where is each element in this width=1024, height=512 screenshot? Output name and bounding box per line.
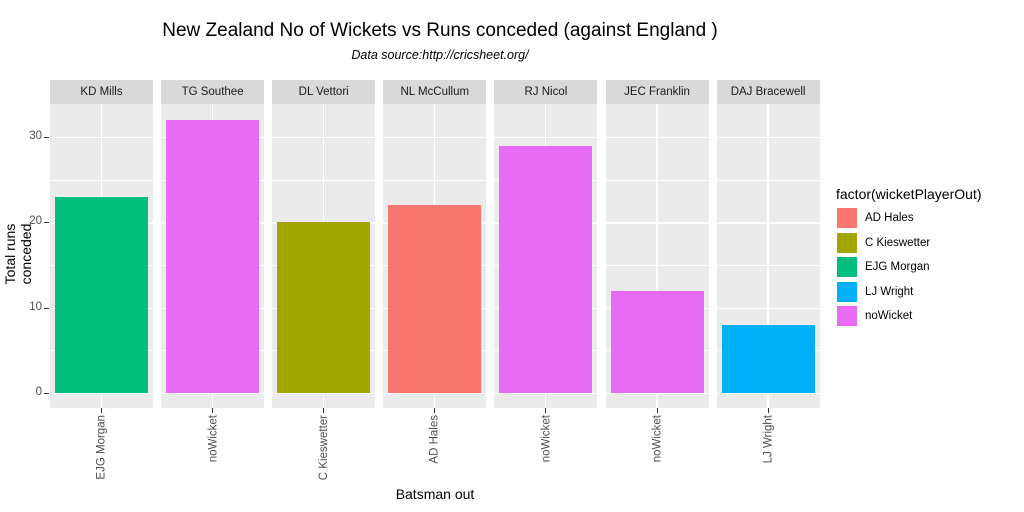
x-tick-label: noWicket (651, 415, 664, 463)
bar (721, 324, 815, 393)
bar (277, 222, 371, 393)
plot-area (383, 104, 487, 408)
facet-panel: DAJ Bracewell (716, 80, 820, 408)
legend-title: factor(wicketPlayerOut) (836, 186, 982, 202)
facet-panel: JEC Franklin (605, 80, 709, 408)
y-tick-label: 20 (29, 215, 42, 228)
y-tick-label: 0 (35, 386, 42, 398)
x-tick-label: noWicket (540, 415, 553, 463)
x-tick-mark (212, 408, 214, 413)
legend-label: EJG Morgan (865, 261, 930, 274)
legend: factor(wicketPlayerOut) AD Hales C Kieswe… (836, 186, 981, 329)
x-tick-mark (434, 408, 436, 413)
legend-item: LJ Wright (836, 280, 981, 305)
legend-swatch (836, 280, 858, 303)
bar (610, 290, 704, 393)
facet-panel: KD Mills (50, 80, 153, 408)
facet-panel: RJ Nicol (494, 80, 598, 408)
legend-item: EJG Morgan (836, 255, 981, 280)
x-tick-label: EJG Morgan (95, 415, 108, 480)
plot-area (716, 104, 820, 408)
bar (55, 196, 148, 393)
bar (499, 145, 593, 393)
facet-strip-label: DAJ Bracewell (716, 80, 820, 104)
legend-item: C Kieswetter (836, 231, 981, 256)
legend-label: noWicket (865, 310, 913, 323)
x-tick-mark (656, 408, 658, 413)
x-tick-label: C Kieswetter (317, 415, 330, 481)
y-tick-label: 10 (29, 300, 42, 313)
facet-strip-label: JEC Franklin (605, 80, 709, 104)
legend-label: AD Hales (865, 212, 914, 225)
x-axis-label: Batsman out (395, 486, 475, 502)
facet-strip-label: DL Vettori (272, 80, 376, 104)
x-tick-label: noWicket (206, 415, 219, 463)
facet-panel: TG Southee (161, 80, 265, 408)
y-tick-mark (44, 222, 49, 224)
legend-swatch (836, 231, 858, 254)
legend-label: LJ Wright (865, 285, 914, 298)
facet-panel: DL Vettori (272, 80, 376, 408)
plot-area (161, 104, 265, 408)
facet-strip-label: KD Mills (50, 80, 153, 104)
facet-panel: NL McCullum (383, 80, 487, 408)
legend-label: C Kieswetter (865, 236, 931, 249)
plot-area (494, 104, 598, 408)
legend-swatch (836, 256, 858, 279)
x-tick-mark (767, 408, 769, 413)
x-tick-label: AD Hales (428, 415, 441, 464)
y-tick-label: 30 (29, 130, 42, 143)
legend-item: AD Hales (836, 206, 981, 231)
legend-item: noWicket (836, 304, 981, 329)
legend-swatch (836, 305, 858, 328)
y-tick-mark (44, 137, 49, 139)
x-tick-mark (323, 408, 325, 413)
y-tick-mark (44, 307, 49, 309)
x-tick-mark (545, 408, 547, 413)
legend-swatch (836, 207, 858, 230)
facet-strip-label: RJ Nicol (494, 80, 598, 104)
y-axis-label: Total runs conceded (2, 223, 34, 285)
plot-area (605, 104, 709, 408)
vertical-gridline (767, 104, 769, 408)
chart-subtitle: Data source:http://cricsheet.org/ (351, 48, 529, 62)
facet-strip-label: TG Southee (161, 80, 265, 104)
facet-strip-label: NL McCullum (383, 80, 487, 104)
bar (166, 120, 260, 393)
plot-area (272, 104, 376, 408)
y-tick-mark (44, 393, 49, 394)
chart-title: New Zealand No of Wickets vs Runs conced… (162, 20, 718, 41)
x-tick-label: LJ Wright (762, 415, 775, 464)
bar (388, 205, 482, 393)
vertical-gridline (656, 104, 658, 408)
plot-area (50, 104, 153, 408)
x-tick-mark (101, 408, 102, 413)
